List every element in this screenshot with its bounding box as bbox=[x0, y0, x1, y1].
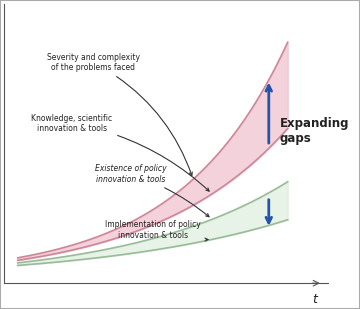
Text: Existence of policy
innovation & tools: Existence of policy innovation & tools bbox=[95, 164, 209, 217]
Text: Severity and complexity
of the problems faced: Severity and complexity of the problems … bbox=[47, 53, 192, 176]
Text: Implementation of policy
innovation & tools: Implementation of policy innovation & to… bbox=[105, 220, 208, 241]
Text: Expanding
gaps: Expanding gaps bbox=[280, 117, 349, 145]
Text: t: t bbox=[312, 293, 317, 306]
Text: Knowledge, scientific
innovation & tools: Knowledge, scientific innovation & tools bbox=[31, 114, 209, 191]
